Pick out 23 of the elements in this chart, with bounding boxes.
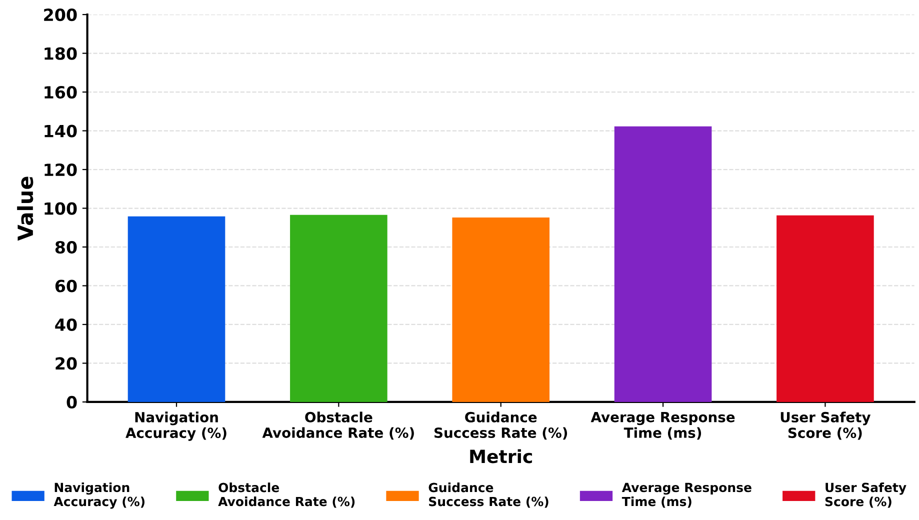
y-tick-label: 180 (44, 47, 77, 60)
x-tick-label: Guidance Success Rate (%) (434, 412, 568, 440)
y-tick-label: 100 (44, 202, 77, 215)
y-axis-title: Value (17, 176, 34, 241)
y-tick-label: 60 (55, 280, 77, 292)
legend-label: Obstacle Avoidance Rate (%) (218, 482, 355, 508)
y-tick-label: 20 (56, 357, 77, 370)
y-tick-label: 0 (66, 396, 77, 409)
legend-label: User Safety Score (%) (825, 482, 906, 508)
x-tick-label: User Safety Score (%) (780, 412, 871, 440)
legend-label: Average Response Time (ms) (622, 482, 752, 508)
x-tick-label: Navigation Accuracy (%) (126, 412, 226, 441)
y-tick-label: 40 (55, 318, 77, 332)
x-axis-title: Metric (470, 449, 532, 464)
y-tick-label: 140 (44, 124, 77, 138)
x-tick-label: Obstacle Avoidance Rate (%) (262, 412, 414, 440)
legend-label: Navigation Accuracy (%) (54, 482, 144, 509)
y-tick-label: 160 (44, 86, 77, 99)
y-tick-label: 200 (44, 8, 77, 22)
y-tick-label: 80 (55, 240, 77, 254)
legend-label: Guidance Success Rate (%) (428, 482, 548, 508)
x-tick-label: Average Response Time (ms) (590, 412, 735, 440)
y-tick-label: 120 (44, 163, 77, 176)
